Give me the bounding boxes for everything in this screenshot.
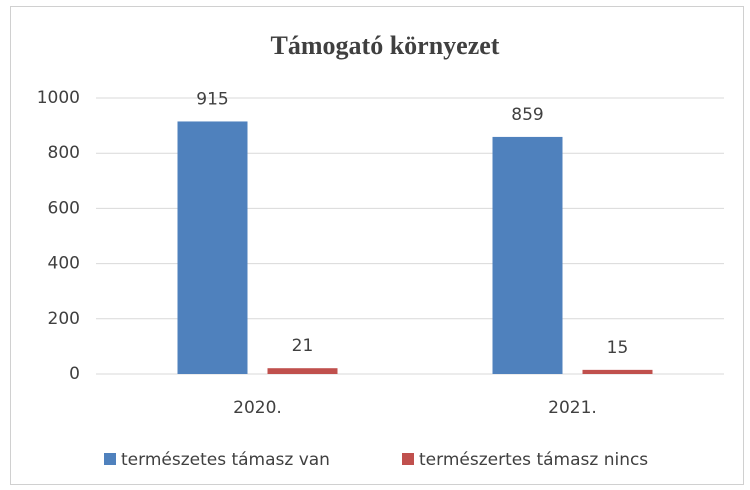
x-tick-label: 2021. — [548, 398, 597, 418]
legend-swatch — [402, 453, 414, 465]
bar — [177, 121, 248, 375]
bar — [267, 368, 338, 374]
legend-swatch — [104, 453, 116, 465]
y-tick-label: 0 — [69, 364, 80, 384]
data-label: 859 — [511, 105, 543, 125]
data-label: 15 — [607, 338, 629, 358]
chart-frame — [10, 6, 744, 485]
data-label: 915 — [196, 89, 228, 109]
x-tick-label: 2020. — [233, 398, 282, 418]
bar — [492, 136, 563, 374]
y-tick-label: 1000 — [37, 88, 80, 108]
bar — [582, 369, 653, 374]
legend-label: természetes támasz van — [121, 450, 330, 470]
chart-title: Támogató környezet — [271, 31, 500, 60]
y-tick-label: 400 — [48, 254, 80, 274]
y-tick-label: 200 — [48, 309, 80, 329]
y-tick-label: 600 — [48, 198, 80, 218]
legend-label: természertes támasz nincs — [419, 450, 648, 470]
y-tick-label: 800 — [48, 143, 80, 163]
data-label: 21 — [292, 336, 314, 356]
